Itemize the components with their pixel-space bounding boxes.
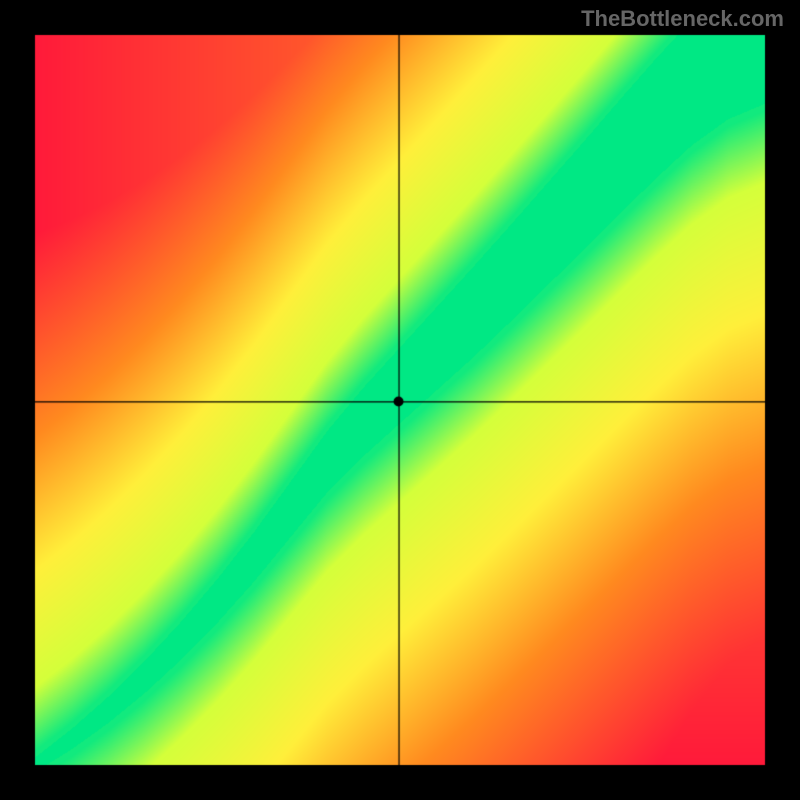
- bottleneck-heatmap: [0, 0, 800, 800]
- watermark-text: TheBottleneck.com: [581, 6, 784, 32]
- chart-container: TheBottleneck.com: [0, 0, 800, 800]
